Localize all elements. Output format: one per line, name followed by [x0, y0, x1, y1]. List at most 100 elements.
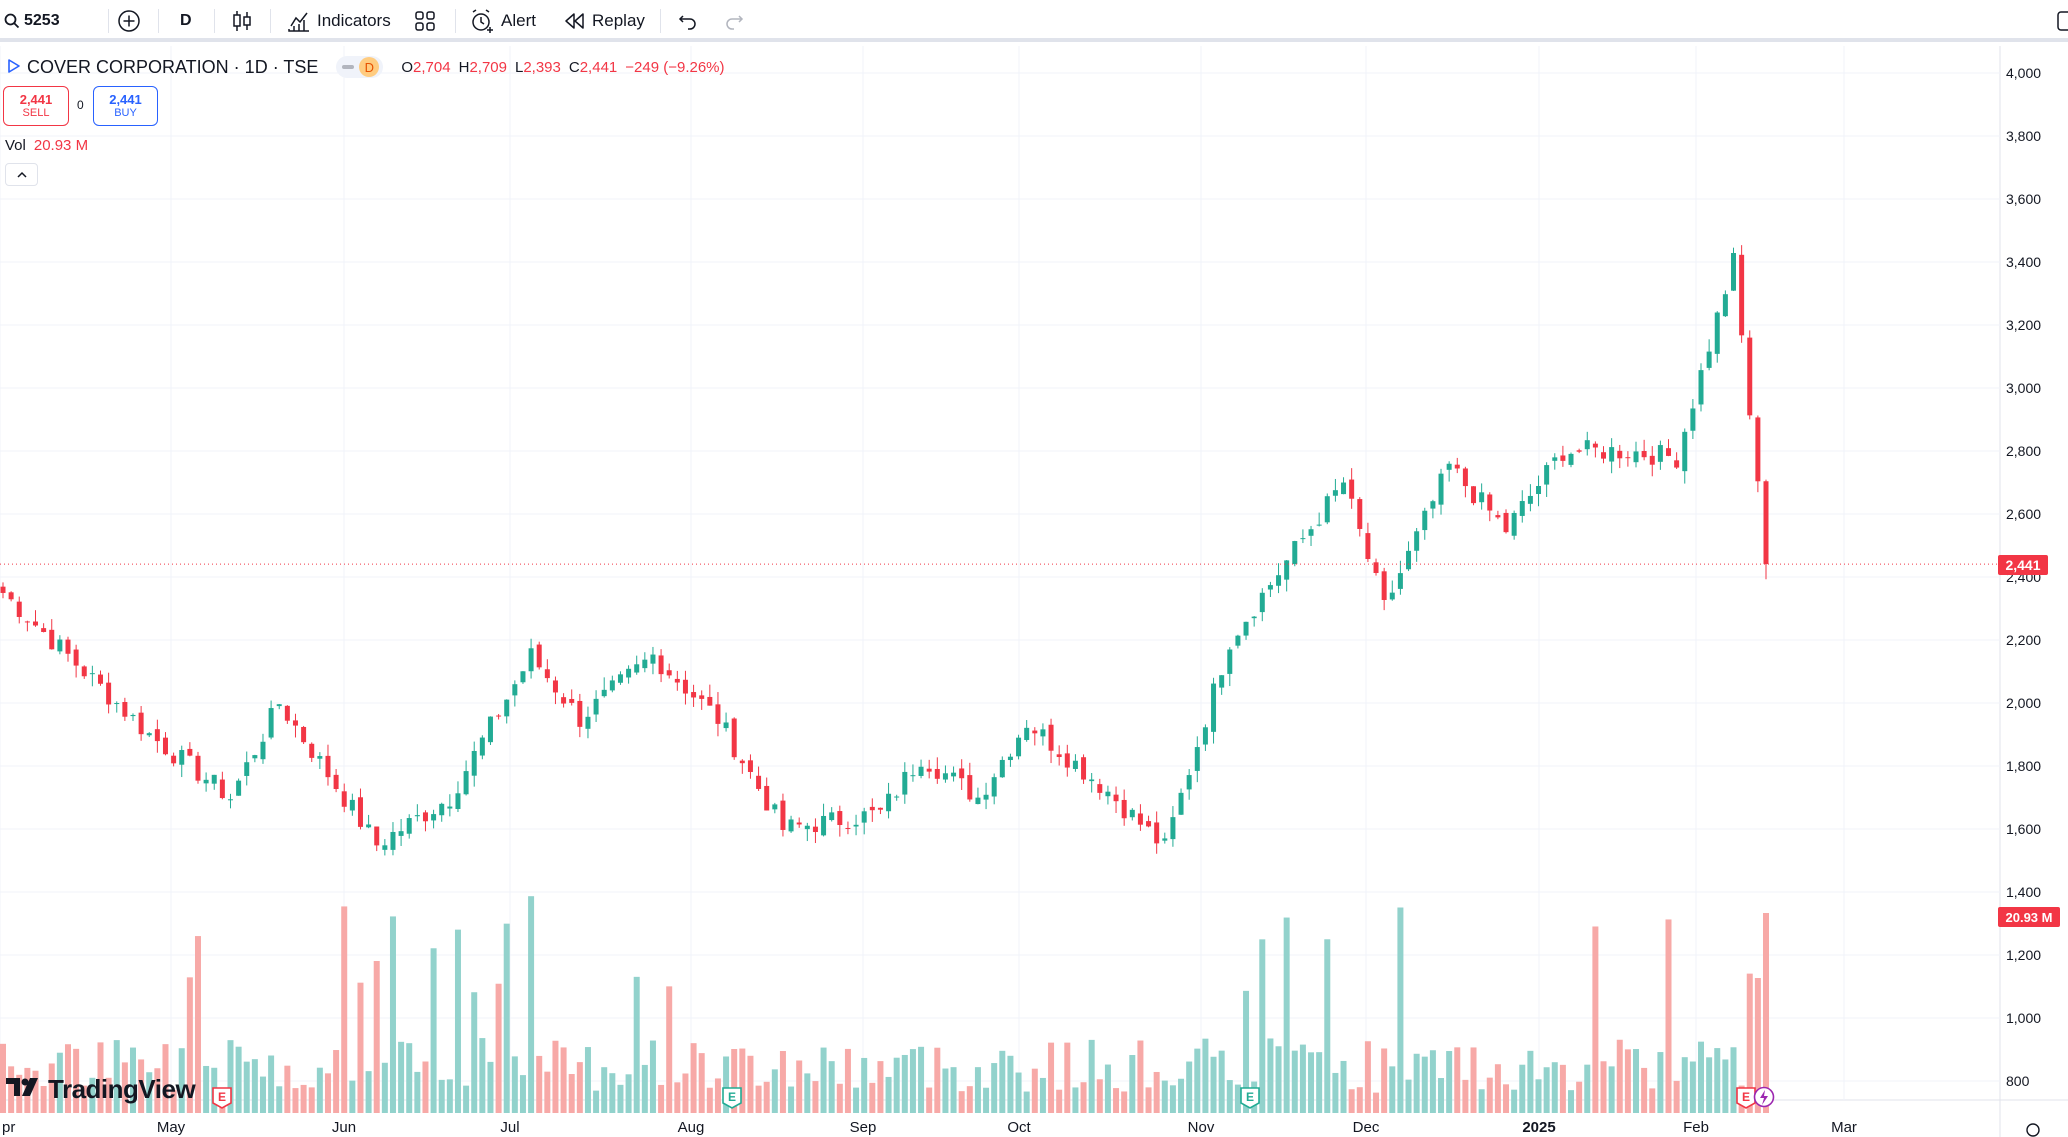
- candle-body: [845, 827, 851, 829]
- candle-body: [780, 800, 786, 830]
- tradingview-logo[interactable]: TradingView: [6, 1074, 196, 1105]
- volume-bar: [40, 1086, 47, 1113]
- volume-bar: [414, 1071, 421, 1113]
- candle-body: [1560, 455, 1566, 461]
- play-icon[interactable]: [7, 57, 21, 78]
- time-scale-label: May: [156, 1119, 186, 1136]
- volume-bar: [763, 1081, 770, 1113]
- volume-bar: [779, 1051, 786, 1113]
- candle-body: [1609, 447, 1615, 462]
- symbol-title[interactable]: COVER CORPORATION · 1D · TSE: [27, 56, 319, 77]
- volume-bar: [406, 1043, 413, 1113]
- volume-bar: [633, 976, 640, 1113]
- candle-body: [812, 826, 818, 833]
- volume-bar: [1340, 1060, 1347, 1113]
- settings-gear-icon[interactable]: [2026, 1123, 2040, 1137]
- candle-body: [642, 659, 648, 669]
- candle-body: [1487, 494, 1493, 511]
- volume-legend[interactable]: Vol 20.93 M: [5, 137, 88, 154]
- volume-bar: [1624, 1049, 1631, 1113]
- candle-body: [1365, 533, 1371, 560]
- candle-body: [959, 768, 965, 779]
- indicators-label: Indicators: [317, 11, 391, 30]
- volume-bar: [1064, 1042, 1071, 1113]
- candle-body: [154, 729, 160, 742]
- candle-body: [390, 831, 396, 850]
- earnings-marker[interactable]: E: [721, 1086, 743, 1110]
- volume-bar: [162, 1044, 169, 1113]
- volume-bar: [121, 1062, 128, 1113]
- indicators-button[interactable]: Indicators: [287, 0, 391, 42]
- volume-bar: [1243, 990, 1250, 1113]
- volume-bar: [999, 1050, 1006, 1113]
- buy-button[interactable]: 2,441 BUY: [93, 86, 158, 126]
- candle-body: [406, 818, 412, 834]
- candle-body: [1446, 463, 1452, 470]
- volume-bar: [544, 1071, 551, 1113]
- compare-button[interactable]: [117, 0, 141, 42]
- volume-bar: [1730, 1047, 1737, 1113]
- alert-button[interactable]: Alert: [469, 0, 536, 42]
- candle-body: [146, 733, 152, 736]
- candle-body: [569, 698, 575, 703]
- candle-body: [942, 773, 948, 780]
- earnings-marker[interactable]: E: [1735, 1086, 1757, 1110]
- candle-body: [1113, 794, 1119, 802]
- price-chart[interactable]: 4,000 3,800 3,600 3,400 3,200 3,000 2,800 2,600…: [0, 46, 2068, 1137]
- candle-body: [674, 678, 680, 683]
- candle-body: [731, 718, 737, 758]
- lightning-event-icon[interactable]: [1753, 1086, 1775, 1110]
- volume-bar: [511, 1056, 518, 1113]
- volume-bar: [381, 1062, 388, 1113]
- candle-body: [975, 797, 981, 805]
- price-scale-label: 800: [2006, 1073, 2030, 1089]
- candle-body: [715, 704, 721, 724]
- symbol-search[interactable]: 5253: [4, 0, 60, 42]
- low-value: 2,393: [523, 58, 561, 76]
- sell-button[interactable]: 2,441 SELL: [3, 86, 69, 126]
- volume-bar: [349, 1080, 356, 1113]
- candle-body: [561, 697, 567, 704]
- interval-button[interactable]: D: [180, 12, 192, 29]
- undo-button[interactable]: [678, 0, 698, 42]
- candle-body: [1284, 560, 1290, 580]
- price-scale-label: 1,600: [2006, 821, 2041, 837]
- time-scale-label: Oct: [1007, 1119, 1031, 1136]
- market-status-pill[interactable]: D: [336, 56, 384, 78]
- volume-bar: [690, 1043, 697, 1113]
- candle-body: [471, 750, 477, 776]
- candle-body: [244, 762, 250, 776]
- volume-bar: [81, 1085, 88, 1113]
- candle-body: [666, 670, 672, 676]
- chart-type-button[interactable]: [231, 0, 253, 42]
- svg-text:E: E: [1246, 1090, 1254, 1104]
- collapse-legend-button[interactable]: [5, 163, 38, 186]
- volume-bar: [1722, 1059, 1729, 1113]
- volume-value: 20.93 M: [33, 137, 89, 154]
- volume-bar: [1153, 1071, 1160, 1113]
- redo-button[interactable]: [724, 0, 744, 42]
- candle-body: [1072, 760, 1078, 769]
- volume-bar: [463, 1085, 470, 1113]
- candle-body: [179, 750, 185, 765]
- candle-body: [487, 716, 493, 743]
- candle-body: [333, 774, 339, 789]
- volume-bar: [1608, 1066, 1615, 1113]
- fullscreen-button[interactable]: [2056, 0, 2068, 42]
- volume-bar: [682, 1073, 689, 1113]
- replay-button[interactable]: Replay: [564, 0, 645, 42]
- candle-body: [382, 845, 388, 850]
- candle-body: [1186, 775, 1192, 790]
- earnings-marker[interactable]: E: [1239, 1086, 1261, 1110]
- candle-body: [1040, 729, 1046, 737]
- candle-body: [1024, 727, 1030, 740]
- volume-bar: [1096, 1079, 1103, 1113]
- candle-body: [528, 648, 534, 672]
- candle-body: [292, 720, 298, 726]
- templates-button[interactable]: [414, 0, 436, 42]
- candle-body: [1170, 817, 1176, 840]
- candle-body: [512, 684, 518, 696]
- earnings-marker[interactable]: E: [211, 1086, 233, 1110]
- volume-bar: [1665, 919, 1672, 1113]
- candle-body: [504, 699, 510, 717]
